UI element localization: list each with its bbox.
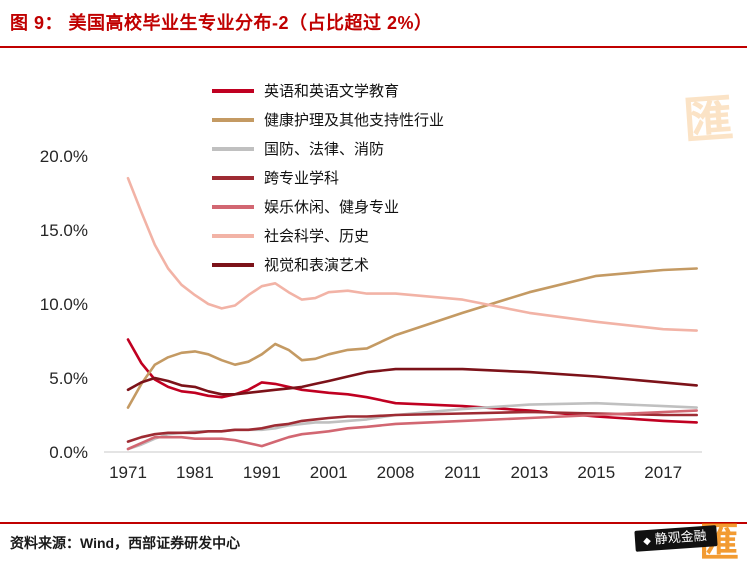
legend-swatch <box>212 204 254 209</box>
legend-label: 英语和英语文学教育 <box>264 83 400 100</box>
legend-swatch <box>212 175 254 180</box>
legend-label: 视觉和表演艺术 <box>264 257 370 274</box>
x-axis-label: 1971 <box>109 463 147 482</box>
series-line-7 <box>126 367 699 396</box>
legend-swatch <box>212 233 254 238</box>
x-axis-label: 2015 <box>577 463 615 482</box>
data-source-note: 资料来源：Wind，西部证券研发中心 <box>10 535 241 551</box>
series-line-4 <box>126 410 699 443</box>
x-axis-label: 2013 <box>510 463 548 482</box>
legend-item: 英语和英语文学教育 <box>212 76 444 105</box>
y-axis-label: 0.0% <box>49 443 88 462</box>
y-axis-label: 5.0% <box>49 369 88 388</box>
figure-title: 图 9： 美国高校毕业生专业分布-2（占比超过 2%） <box>10 13 433 33</box>
x-axis-label: 1981 <box>176 463 214 482</box>
title-divider-line <box>0 46 747 48</box>
x-axis-label: 2008 <box>377 463 415 482</box>
x-axis-label: 2017 <box>644 463 682 482</box>
x-axis-label: 2001 <box>310 463 348 482</box>
series-line-5 <box>126 409 699 451</box>
legend-item: 娱乐休闲、健身专业 <box>212 192 444 221</box>
y-axis-label: 15.0% <box>40 221 88 240</box>
x-axis-label: 2011 <box>444 463 481 482</box>
footer-divider-line <box>0 522 747 524</box>
legend-label: 国防、法律、消防 <box>264 141 385 158</box>
legend-label: 健康护理及其他支持性行业 <box>264 112 445 129</box>
legend-item: 健康护理及其他支持性行业 <box>212 105 444 134</box>
legend-item: 视觉和表演艺术 <box>212 250 444 279</box>
legend-swatch <box>212 117 254 122</box>
legend-label: 娱乐休闲、健身专业 <box>264 199 400 216</box>
chart-legend: 英语和英语文学教育健康护理及其他支持性行业 国防、法律、消防 跨专业学科娱乐休闲、健… <box>212 76 444 279</box>
legend-item: 跨专业学科 <box>212 163 444 192</box>
legend-label: 社会科学、历史 <box>264 228 370 245</box>
y-axis-label: 20.0% <box>40 147 88 166</box>
series-line-3 <box>126 401 699 451</box>
legend-item: 社会科学、历史 <box>212 221 444 250</box>
legend-swatch <box>212 88 254 93</box>
x-axis-label: 1991 <box>243 463 281 482</box>
series-line-6 <box>126 176 699 332</box>
y-axis-label: 10.0% <box>40 295 88 314</box>
legend-swatch <box>212 146 254 151</box>
series-line-2 <box>126 267 699 409</box>
legend-swatch <box>212 262 254 267</box>
legend-label: 跨专业学科 <box>264 170 340 187</box>
series-line-1 <box>126 338 699 424</box>
legend-item: 国防、法律、消防 <box>212 134 444 163</box>
